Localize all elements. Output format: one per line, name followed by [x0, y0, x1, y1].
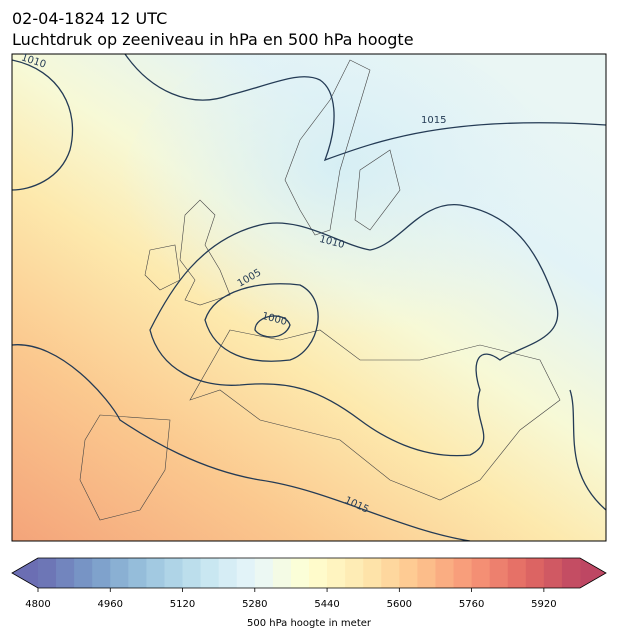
colorbar-band [272, 558, 292, 588]
colorbar-band [236, 558, 256, 588]
colorbar-label: 500 hPa hoogte in meter [247, 618, 372, 629]
isobar [12, 59, 74, 191]
colorbar-band [507, 558, 527, 588]
colorbar-frame [11, 557, 607, 589]
colorbar-band [399, 558, 418, 588]
colorbar-tick-label: 5600 [387, 599, 412, 610]
colorbar-band [363, 558, 382, 588]
colorbar-band [381, 558, 400, 588]
colorbar-band [218, 558, 238, 588]
colorbar-band [345, 558, 364, 588]
colorbar-band [56, 558, 75, 588]
colorbar-band [200, 558, 220, 588]
colorbar-band [471, 558, 491, 588]
isobar [204, 283, 319, 362]
colorbar-tick-label: 5920 [531, 599, 556, 610]
colorbar-band [182, 558, 202, 588]
map [12, 54, 606, 541]
colorbar: 4800 4960 5120 5280 5440 5600 5760 5920 [11, 557, 607, 610]
coastline [79, 59, 561, 521]
colorbar-band [146, 558, 165, 588]
colorbar-band [290, 558, 310, 588]
colorbar-band [309, 558, 328, 588]
coastline [144, 199, 231, 306]
colorbar-band [453, 558, 473, 588]
colorbar-tick-label: 4800 [25, 599, 50, 610]
field-low [120, 54, 560, 370]
colorbar-band [489, 558, 509, 588]
colorbar-band [92, 558, 111, 588]
isobar [149, 204, 559, 457]
isobar [124, 54, 606, 162]
map-frame [11, 53, 607, 542]
colorbar-band [327, 558, 346, 588]
colorbar-band [435, 558, 455, 588]
colorbar-extend [12, 558, 38, 588]
isobar [254, 315, 291, 338]
colorbar-tick-label: 5440 [314, 599, 339, 610]
title: 02-04-1824 12 UTC [12, 9, 167, 28]
colorbar-extend [580, 558, 606, 588]
colorbar-band [128, 558, 147, 588]
colorbar-band [417, 558, 436, 588]
isobar [12, 344, 471, 541]
colorbar-band [74, 558, 93, 588]
colorbar-tick-label: 5280 [242, 599, 267, 610]
isobar [569, 389, 606, 511]
colorbar-band [525, 558, 545, 588]
colorbar-band [561, 558, 581, 588]
colorbar-band [110, 558, 129, 588]
contour-label: 1015 [421, 115, 446, 126]
colorbar-band [254, 558, 274, 588]
subtitle: Luchtdruk op zeeniveau in hPa en 500 hPa… [12, 30, 414, 49]
colorbar-tick-label: 4960 [98, 599, 123, 610]
colorbar-tick-label: 5760 [459, 599, 484, 610]
colorbar-tick-label: 5120 [170, 599, 195, 610]
colorbar-band [164, 558, 184, 588]
colorbar-band [543, 558, 563, 588]
colorbar-band [38, 558, 57, 588]
